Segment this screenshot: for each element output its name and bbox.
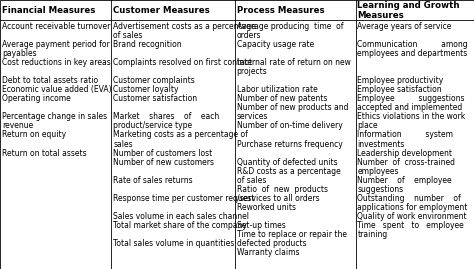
Text: Number    of    employee: Number of employee (357, 176, 452, 185)
Text: Warranty claims: Warranty claims (237, 248, 299, 257)
Text: Operating income: Operating income (2, 94, 71, 104)
Text: Learning and Growth
Measures: Learning and Growth Measures (357, 1, 460, 20)
Text: Time to replace or repair the: Time to replace or repair the (237, 230, 346, 239)
Text: Number of new customers: Number of new customers (113, 158, 214, 167)
Text: Set-up times: Set-up times (237, 221, 285, 230)
Text: employees: employees (357, 167, 399, 176)
Text: Number of customers lost: Number of customers lost (113, 148, 212, 158)
Text: Return on total assets: Return on total assets (2, 148, 87, 158)
Text: Return on equity: Return on equity (2, 130, 66, 140)
Text: Time   spent   to   employee: Time spent to employee (357, 221, 464, 230)
Text: Advertisement costs as a percentage: Advertisement costs as a percentage (113, 22, 256, 31)
Text: Customer loyalty: Customer loyalty (113, 86, 179, 94)
Text: services: services (237, 112, 268, 122)
Text: Reworked units: Reworked units (237, 203, 295, 212)
Text: of sales: of sales (113, 31, 143, 40)
Text: Ethics violations in the work: Ethics violations in the work (357, 112, 465, 122)
Text: Financial Measures: Financial Measures (2, 6, 95, 15)
Text: Ratio  of  new  products: Ratio of new products (237, 185, 328, 194)
Text: Labor utilization rate: Labor utilization rate (237, 86, 317, 94)
Text: Debt to total assets ratio: Debt to total assets ratio (2, 76, 98, 86)
Text: Percentage change in sales: Percentage change in sales (2, 112, 107, 122)
Text: Number of on-time delivery: Number of on-time delivery (237, 122, 342, 130)
Text: Capacity usage rate: Capacity usage rate (237, 40, 314, 49)
Text: Information          system: Information system (357, 130, 454, 140)
Text: Number of new products and: Number of new products and (237, 104, 348, 112)
Text: Leadership development: Leadership development (357, 148, 452, 158)
Text: employees and departments: employees and departments (357, 49, 468, 58)
Text: suggestions: suggestions (357, 185, 403, 194)
Text: Outstanding    number    of: Outstanding number of (357, 194, 461, 203)
Text: Customer satisfaction: Customer satisfaction (113, 94, 197, 104)
Text: Market    shares    of    each: Market shares of each (113, 112, 219, 122)
Text: Number  of  cross-trained: Number of cross-trained (357, 158, 456, 167)
Text: revenue: revenue (2, 122, 33, 130)
Text: Internal rate of return on new: Internal rate of return on new (237, 58, 350, 67)
Text: Customer Measures: Customer Measures (113, 6, 210, 15)
Text: sales: sales (113, 140, 133, 148)
Text: Cost reductions in key areas: Cost reductions in key areas (2, 58, 110, 67)
Text: Rate of sales returns: Rate of sales returns (113, 176, 193, 185)
Text: Quality of work environment: Quality of work environment (357, 212, 467, 221)
Text: Process Measures: Process Measures (237, 6, 324, 15)
Text: Customer complaints: Customer complaints (113, 76, 195, 86)
Text: investments: investments (357, 140, 405, 148)
Text: Quantity of defected units: Quantity of defected units (237, 158, 337, 167)
Text: orders: orders (237, 31, 261, 40)
Text: R&D costs as a percentage: R&D costs as a percentage (237, 167, 340, 176)
Text: Employee satisfaction: Employee satisfaction (357, 86, 442, 94)
Text: Total market share of the company: Total market share of the company (113, 221, 247, 230)
Text: Total sales volume in quantities: Total sales volume in quantities (113, 239, 235, 248)
Text: Response time per customer request: Response time per customer request (113, 194, 255, 203)
Text: product/service type: product/service type (113, 122, 192, 130)
Text: Account receivable turnover: Account receivable turnover (2, 22, 110, 31)
Text: training: training (357, 230, 388, 239)
Text: Purchase returns frequency: Purchase returns frequency (237, 140, 342, 148)
Text: Sales volume in each sales channel: Sales volume in each sales channel (113, 212, 249, 221)
Text: payables: payables (2, 49, 36, 58)
Text: of sales: of sales (237, 176, 266, 185)
Text: Average payment period for: Average payment period for (2, 40, 109, 49)
Text: Marketing costs as a percentage of: Marketing costs as a percentage of (113, 130, 248, 140)
Text: accepted and implemented: accepted and implemented (357, 104, 463, 112)
Text: projects: projects (237, 68, 267, 76)
Text: /services to all orders: /services to all orders (237, 194, 319, 203)
Text: Complaints resolved on first contact: Complaints resolved on first contact (113, 58, 253, 67)
Text: defected products: defected products (237, 239, 306, 248)
Text: Brand recognition: Brand recognition (113, 40, 182, 49)
Text: Average producing  time  of: Average producing time of (237, 22, 343, 31)
Text: applications for employment: applications for employment (357, 203, 468, 212)
Text: place: place (357, 122, 378, 130)
Text: Employee          suggestions: Employee suggestions (357, 94, 465, 104)
Text: Communication          among: Communication among (357, 40, 468, 49)
Text: Employee productivity: Employee productivity (357, 76, 444, 86)
Text: Number of new patents: Number of new patents (237, 94, 327, 104)
Text: Economic value added (EVA): Economic value added (EVA) (2, 86, 111, 94)
Text: Average years of service: Average years of service (357, 22, 452, 31)
